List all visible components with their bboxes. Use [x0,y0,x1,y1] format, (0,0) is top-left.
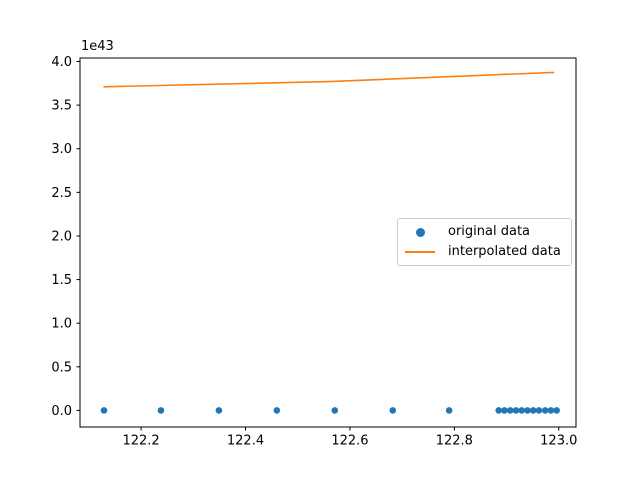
scatter-point [157,407,165,414]
scatter-point [501,407,508,414]
scatter-point [529,407,537,414]
y-tick-label: 2.0 [51,229,72,244]
scatter-point [100,407,108,414]
scatter-point [524,407,531,414]
scatter-marker-icon [415,227,425,237]
scatter-point [518,407,526,414]
legend-label-interpolated-data: interpolated data [448,244,561,259]
y-tick-label: 3.0 [51,142,72,157]
scatter-point [389,407,397,414]
y-tick-label: 1.0 [51,317,72,332]
y-tick-label: 0.0 [51,404,72,419]
scatter-point [506,407,514,414]
legend-item-interpolated-data: interpolated data [404,244,561,260]
y-tick-label: 3.5 [51,99,72,114]
legend-handle [404,251,436,253]
legend-label-original-data: original data [448,224,531,239]
y-tick-label: 1.5 [51,273,72,288]
axes-spines [79,57,577,428]
x-tick-label: 122.6 [331,434,368,449]
scatter-point [553,407,560,414]
scatter-point [445,407,453,414]
line-marker-icon [405,251,435,253]
y-tick-label: 0.5 [51,360,72,375]
scatter-point [215,407,223,414]
y-tick-label: 4.0 [51,55,72,70]
legend-handle [404,227,436,237]
x-tick-label: 122.8 [436,434,473,449]
legend-item-original-data: original data [404,224,561,240]
scatter-point [541,407,549,414]
x-tick-label: 123.0 [540,434,577,449]
y-tick-label: 2.5 [51,186,72,201]
scatter-point [273,407,281,414]
x-tick-label: 122.2 [122,434,159,449]
scatter-point [495,407,503,414]
scatter-point [512,407,520,414]
legend: original data interpolated data [397,218,572,266]
x-tick-label: 122.4 [227,434,264,449]
scatter-point [331,407,339,414]
y-axis-offset-label: 1e43 [81,39,114,54]
scatter-point [547,407,555,414]
scatter-point [535,407,543,414]
interpolated-data-line [103,71,555,88]
